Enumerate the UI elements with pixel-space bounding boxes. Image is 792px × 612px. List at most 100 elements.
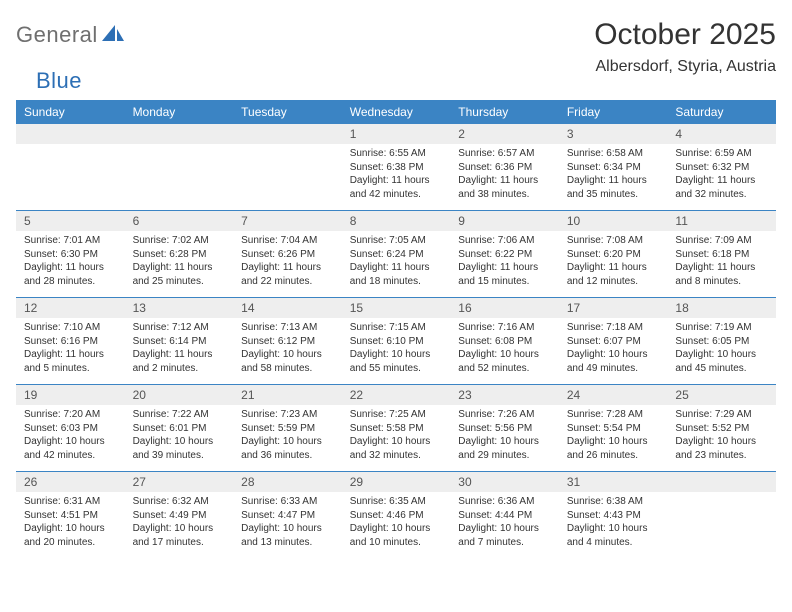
detail-line: Sunset: 6:28 PM: [133, 248, 228, 262]
detail-line: Sunrise: 6:57 AM: [458, 147, 553, 161]
detail-line: Daylight: 10 hours: [350, 348, 445, 362]
detail-line: Sunrise: 6:33 AM: [241, 495, 336, 509]
detail-line: Sunset: 5:59 PM: [241, 422, 336, 436]
weeks: 1Sunrise: 6:55 AMSunset: 6:38 PMDaylight…: [16, 124, 776, 558]
day-cell: 5Sunrise: 7:01 AMSunset: 6:30 PMDaylight…: [16, 211, 125, 297]
day-cell: 19Sunrise: 7:20 AMSunset: 6:03 PMDayligh…: [16, 385, 125, 471]
day-cell: 22Sunrise: 7:25 AMSunset: 5:58 PMDayligh…: [342, 385, 451, 471]
detail-line: Sunset: 6:16 PM: [24, 335, 119, 349]
detail-line: and 38 minutes.: [458, 188, 553, 202]
calendar: Sunday Monday Tuesday Wednesday Thursday…: [16, 100, 776, 558]
day-number: 6: [125, 211, 234, 231]
detail-line: Sunset: 4:44 PM: [458, 509, 553, 523]
detail-line: and 4 minutes.: [567, 536, 662, 550]
week-row: 1Sunrise: 6:55 AMSunset: 6:38 PMDaylight…: [16, 124, 776, 211]
day-number: 29: [342, 472, 451, 492]
detail-line: and 55 minutes.: [350, 362, 445, 376]
day-cell: 11Sunrise: 7:09 AMSunset: 6:18 PMDayligh…: [667, 211, 776, 297]
day-details: Sunrise: 7:02 AMSunset: 6:28 PMDaylight:…: [125, 231, 234, 292]
detail-line: and 22 minutes.: [241, 275, 336, 289]
detail-line: Daylight: 11 hours: [567, 261, 662, 275]
detail-line: Sunset: 6:34 PM: [567, 161, 662, 175]
day-details: [16, 144, 125, 151]
day-cell: 1Sunrise: 6:55 AMSunset: 6:38 PMDaylight…: [342, 124, 451, 210]
day-details: Sunrise: 7:20 AMSunset: 6:03 PMDaylight:…: [16, 405, 125, 466]
detail-line: Sunrise: 7:29 AM: [675, 408, 770, 422]
day-details: Sunrise: 7:26 AMSunset: 5:56 PMDaylight:…: [450, 405, 559, 466]
detail-line: Sunrise: 7:23 AM: [241, 408, 336, 422]
day-cell: 9Sunrise: 7:06 AMSunset: 6:22 PMDaylight…: [450, 211, 559, 297]
week-row: 5Sunrise: 7:01 AMSunset: 6:30 PMDaylight…: [16, 211, 776, 298]
logo-sail-icon: [102, 23, 124, 48]
day-number: 10: [559, 211, 668, 231]
detail-line: and 29 minutes.: [458, 449, 553, 463]
detail-line: Sunset: 6:05 PM: [675, 335, 770, 349]
detail-line: Daylight: 10 hours: [675, 435, 770, 449]
day-details: Sunrise: 7:29 AMSunset: 5:52 PMDaylight:…: [667, 405, 776, 466]
detail-line: Sunrise: 7:20 AM: [24, 408, 119, 422]
day-cell: [125, 124, 234, 210]
title-block: October 2025 Albersdorf, Styria, Austria: [594, 18, 776, 76]
detail-line: and 32 minutes.: [350, 449, 445, 463]
day-number: 22: [342, 385, 451, 405]
day-cell: 23Sunrise: 7:26 AMSunset: 5:56 PMDayligh…: [450, 385, 559, 471]
day-details: Sunrise: 6:38 AMSunset: 4:43 PMDaylight:…: [559, 492, 668, 553]
day-details: Sunrise: 7:12 AMSunset: 6:14 PMDaylight:…: [125, 318, 234, 379]
detail-line: Sunrise: 6:36 AM: [458, 495, 553, 509]
detail-line: Sunrise: 6:38 AM: [567, 495, 662, 509]
detail-line: and 7 minutes.: [458, 536, 553, 550]
detail-line: and 8 minutes.: [675, 275, 770, 289]
detail-line: Daylight: 10 hours: [458, 435, 553, 449]
detail-line: Daylight: 11 hours: [675, 261, 770, 275]
day-number: 31: [559, 472, 668, 492]
day-number: 15: [342, 298, 451, 318]
detail-line: Sunrise: 7:02 AM: [133, 234, 228, 248]
detail-line: Sunset: 6:30 PM: [24, 248, 119, 262]
day-number: 14: [233, 298, 342, 318]
detail-line: Sunset: 5:56 PM: [458, 422, 553, 436]
detail-line: Sunset: 6:12 PM: [241, 335, 336, 349]
day-cell: 27Sunrise: 6:32 AMSunset: 4:49 PMDayligh…: [125, 472, 234, 558]
detail-line: Sunrise: 6:31 AM: [24, 495, 119, 509]
detail-line: Sunrise: 6:58 AM: [567, 147, 662, 161]
day-details: Sunrise: 7:01 AMSunset: 6:30 PMDaylight:…: [16, 231, 125, 292]
day-details: Sunrise: 7:06 AMSunset: 6:22 PMDaylight:…: [450, 231, 559, 292]
detail-line: Sunset: 6:26 PM: [241, 248, 336, 262]
daynames-row: Sunday Monday Tuesday Wednesday Thursday…: [16, 100, 776, 124]
detail-line: Daylight: 11 hours: [241, 261, 336, 275]
day-details: Sunrise: 7:19 AMSunset: 6:05 PMDaylight:…: [667, 318, 776, 379]
detail-line: Sunset: 6:20 PM: [567, 248, 662, 262]
detail-line: Sunset: 6:01 PM: [133, 422, 228, 436]
day-cell: 6Sunrise: 7:02 AMSunset: 6:28 PMDaylight…: [125, 211, 234, 297]
detail-line: Daylight: 10 hours: [241, 348, 336, 362]
dayname: Tuesday: [233, 100, 342, 124]
day-details: Sunrise: 6:59 AMSunset: 6:32 PMDaylight:…: [667, 144, 776, 205]
detail-line: and 2 minutes.: [133, 362, 228, 376]
detail-line: Sunrise: 6:59 AM: [675, 147, 770, 161]
day-number: 24: [559, 385, 668, 405]
detail-line: and 32 minutes.: [675, 188, 770, 202]
detail-line: Sunrise: 7:10 AM: [24, 321, 119, 335]
detail-line: Daylight: 10 hours: [458, 522, 553, 536]
day-number: 13: [125, 298, 234, 318]
detail-line: Daylight: 11 hours: [24, 348, 119, 362]
dayname: Wednesday: [342, 100, 451, 124]
day-cell: [667, 472, 776, 558]
day-details: Sunrise: 7:22 AMSunset: 6:01 PMDaylight:…: [125, 405, 234, 466]
day-details: Sunrise: 7:25 AMSunset: 5:58 PMDaylight:…: [342, 405, 451, 466]
detail-line: Sunset: 6:22 PM: [458, 248, 553, 262]
day-number: 17: [559, 298, 668, 318]
logo: General: [16, 18, 126, 48]
detail-line: and 13 minutes.: [241, 536, 336, 550]
detail-line: and 15 minutes.: [458, 275, 553, 289]
detail-line: Daylight: 11 hours: [458, 174, 553, 188]
day-cell: 10Sunrise: 7:08 AMSunset: 6:20 PMDayligh…: [559, 211, 668, 297]
detail-line: Sunset: 6:38 PM: [350, 161, 445, 175]
day-details: Sunrise: 7:08 AMSunset: 6:20 PMDaylight:…: [559, 231, 668, 292]
day-cell: 16Sunrise: 7:16 AMSunset: 6:08 PMDayligh…: [450, 298, 559, 384]
day-number: 18: [667, 298, 776, 318]
detail-line: Daylight: 10 hours: [675, 348, 770, 362]
detail-line: Sunset: 6:14 PM: [133, 335, 228, 349]
detail-line: and 49 minutes.: [567, 362, 662, 376]
detail-line: and 52 minutes.: [458, 362, 553, 376]
